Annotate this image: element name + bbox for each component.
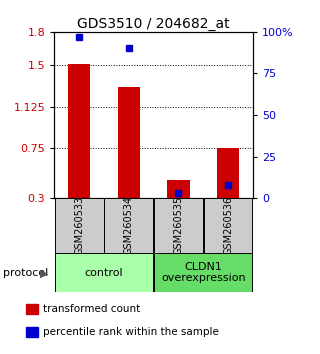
Text: GSM260535: GSM260535 — [173, 196, 183, 255]
Bar — [55, 198, 103, 253]
Bar — [154, 253, 252, 292]
Bar — [68, 64, 90, 198]
Text: GSM260536: GSM260536 — [223, 196, 233, 255]
Text: control: control — [85, 268, 123, 278]
Bar — [105, 198, 153, 253]
Text: transformed count: transformed count — [43, 304, 140, 314]
Text: protocol: protocol — [3, 268, 48, 278]
Bar — [118, 87, 140, 198]
Bar — [167, 181, 189, 198]
Title: GDS3510 / 204682_at: GDS3510 / 204682_at — [77, 17, 230, 31]
Bar — [217, 148, 239, 198]
Bar — [55, 253, 153, 292]
Text: GSM260534: GSM260534 — [124, 196, 134, 255]
Bar — [154, 198, 203, 253]
Bar — [204, 198, 252, 253]
Text: percentile rank within the sample: percentile rank within the sample — [43, 327, 219, 337]
Text: ▶: ▶ — [40, 268, 49, 278]
Text: GSM260533: GSM260533 — [74, 196, 84, 255]
Text: CLDN1
overexpression: CLDN1 overexpression — [161, 262, 245, 284]
